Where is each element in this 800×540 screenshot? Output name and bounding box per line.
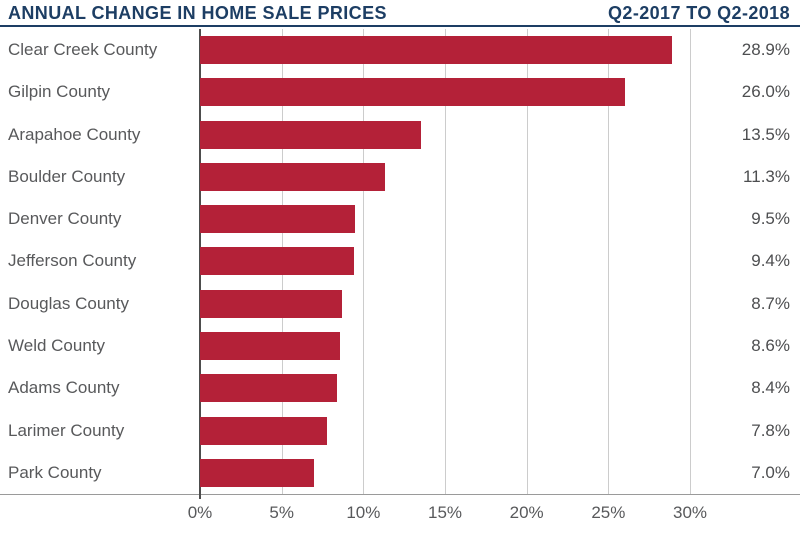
x-tick-label: 10% xyxy=(346,503,381,522)
category-label: Adams County xyxy=(8,378,120,398)
bar-row: Jefferson County 9.4% xyxy=(0,240,800,282)
bar xyxy=(200,247,354,276)
bar xyxy=(200,458,315,487)
x-tick-label: 20% xyxy=(509,503,544,522)
bar-row: Adams County 8.4% xyxy=(0,367,800,409)
category-label: Boulder County xyxy=(8,166,126,186)
category-label: Weld County xyxy=(8,335,106,355)
bar-rows: Clear Creek County 28.9% Gilpin County 26.0… xyxy=(0,29,800,494)
bar-row: Denver County 9.5% xyxy=(0,198,800,240)
gridline xyxy=(363,29,365,494)
bar xyxy=(200,289,343,318)
bar-row: Douglas County 8.7% xyxy=(0,283,800,325)
x-tick-label: 0% xyxy=(187,503,213,522)
value-label: 8.6% xyxy=(751,335,790,355)
bar xyxy=(200,374,338,403)
value-label: 9.4% xyxy=(751,251,790,271)
value-label: 9.5% xyxy=(751,209,790,229)
plot-area: Clear Creek County 28.9% Gilpin County 26.0… xyxy=(0,29,800,499)
value-label: 26.0% xyxy=(741,82,790,102)
bar-row: Larimer County 7.8% xyxy=(0,409,800,451)
value-label: 7.0% xyxy=(751,462,790,482)
bar-row: Weld County 8.6% xyxy=(0,325,800,367)
value-label: 8.7% xyxy=(751,293,790,313)
bar xyxy=(200,36,673,65)
chart-header: ANNUAL CHANGE IN HOME SALE PRICES Q2-201… xyxy=(0,0,800,27)
x-tick-label: 5% xyxy=(269,503,294,522)
category-label: Clear Creek County xyxy=(8,40,158,60)
chart-period: Q2-2017 TO Q2-2018 xyxy=(608,3,790,23)
value-label: 28.9% xyxy=(741,40,790,60)
category-label: Denver County xyxy=(8,209,122,229)
gridline xyxy=(526,29,528,494)
bar xyxy=(200,331,341,360)
bar xyxy=(200,78,625,107)
value-label: 7.8% xyxy=(751,420,790,440)
x-tick-label: 30% xyxy=(672,503,708,522)
category-label: Jefferson County xyxy=(8,251,137,271)
category-label: Park County xyxy=(8,462,102,482)
bar xyxy=(200,416,328,445)
category-label: Douglas County xyxy=(8,293,129,313)
x-tick-label: 15% xyxy=(427,503,463,522)
bar-row: Boulder County 11.3% xyxy=(0,156,800,198)
bar xyxy=(200,205,356,234)
bar-row: Park County 7.0% xyxy=(0,452,800,494)
gridline xyxy=(690,29,691,494)
bar xyxy=(200,120,421,149)
gridline xyxy=(608,29,610,494)
x-tick-label: 25% xyxy=(591,503,626,522)
bar-row: Gilpin County 26.0% xyxy=(0,71,800,113)
value-label: 8.4% xyxy=(751,378,790,398)
category-label: Larimer County xyxy=(8,420,125,440)
chart-title: ANNUAL CHANGE IN HOME SALE PRICES xyxy=(8,3,387,23)
x-axis: 0% 5% 10% 15% 20% 25% 30% xyxy=(0,503,800,527)
bar-row: Arapahoe County 13.5% xyxy=(0,114,800,156)
bar-row: Clear Creek County 28.9% xyxy=(0,29,800,71)
value-label: 11.3% xyxy=(743,166,790,186)
gridline xyxy=(445,29,446,494)
category-label: Arapahoe County xyxy=(8,124,141,144)
category-label: Gilpin County xyxy=(8,82,111,102)
value-label: 13.5% xyxy=(741,124,790,144)
bar xyxy=(200,162,385,191)
